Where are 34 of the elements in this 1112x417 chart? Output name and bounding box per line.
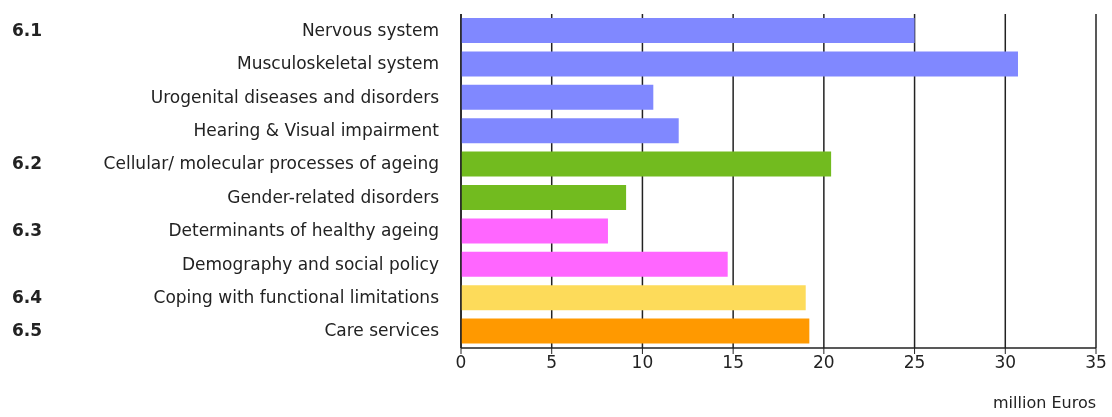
bar [461, 218, 608, 244]
x-tick-label: 30 [994, 352, 1017, 373]
bar [461, 118, 679, 144]
bar [461, 251, 728, 277]
bar [461, 285, 806, 311]
bar [461, 51, 1018, 77]
x-tick-label: 5 [546, 352, 558, 373]
y-tick-label: Hearing & Visual impairment [193, 119, 440, 140]
bar [461, 185, 627, 210]
bar [461, 18, 915, 43]
x-tick-label: 35 [1085, 352, 1107, 373]
x-tick-label: 20 [813, 352, 835, 373]
text: 6.4 [12, 286, 43, 307]
bar [461, 84, 654, 110]
bar [461, 151, 832, 177]
x-tick-label: 10 [631, 352, 654, 373]
y-tick-label: Determinants of healthy ageing [168, 220, 439, 241]
x-axis-title: million Euros [993, 393, 1096, 412]
x-tick-label: 15 [722, 352, 744, 373]
y-tick-label: Nervous system [301, 19, 439, 40]
y-tick-label: Cellular/ molecular processes of ageing [103, 153, 439, 174]
y-tick-label: Coping with functional limitations [153, 286, 440, 307]
bar [461, 318, 810, 344]
y-tick-label: Care services [324, 320, 440, 341]
text: 6.3 [12, 220, 43, 241]
y-tick-label: Gender-related disorders [227, 186, 440, 207]
text: 6.5 [12, 320, 43, 341]
text: 6.2 [12, 153, 43, 174]
y-tick-label: Urogenital diseases and disorders [150, 86, 440, 107]
y-tick-label: Demography and social policy [181, 253, 439, 274]
text: 6.1 [12, 19, 43, 40]
x-tick-label: 0 [455, 352, 467, 373]
y-tick-label: Musculoskeletal system [237, 53, 439, 74]
x-tick-label: 25 [903, 352, 926, 373]
